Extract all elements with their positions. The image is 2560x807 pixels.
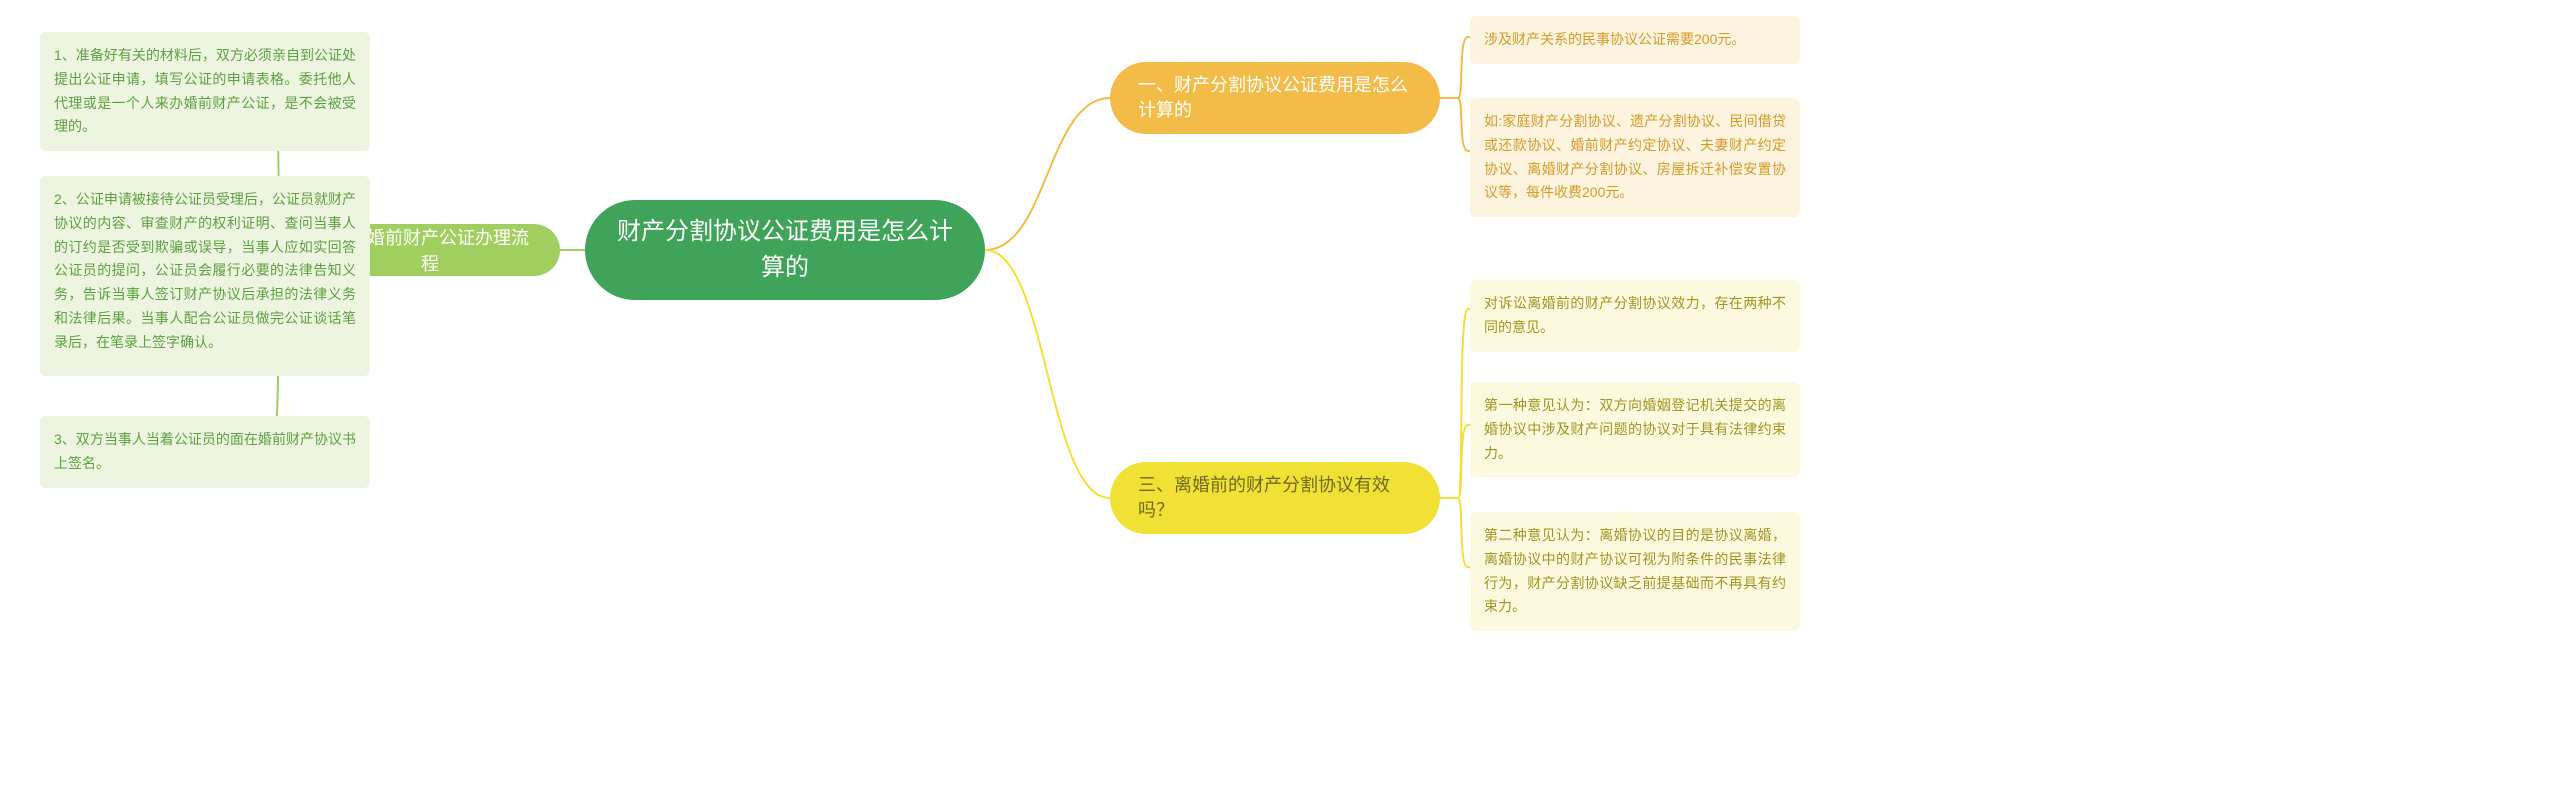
root-node: 财产分割协议公证费用是怎么计算的 <box>585 200 985 300</box>
branch-node-right-1-label: 三、离婚前的财产分割协议有效吗？ <box>1138 473 1412 523</box>
branch-node-right-0-label: 一、财产分割协议公证费用是怎么计算的 <box>1138 73 1412 123</box>
branch-node-right-0: 一、财产分割协议公证费用是怎么计算的 <box>1110 62 1440 134</box>
leaf-left-2: 3、双方当事人当着公证员的面在婚前财产协议书上签名。 <box>40 416 370 488</box>
branch-node-right-1: 三、离婚前的财产分割协议有效吗？ <box>1110 462 1440 534</box>
leaf-left-1: 2、公证申请被接待公证员受理后，公证员就财产协议的内容、审查财产的权利证明、查问… <box>40 176 370 376</box>
leaf-right-1-0: 对诉讼离婚前的财产分割协议效力，存在两种不同的意见。 <box>1470 280 1800 352</box>
root-node-label: 财产分割协议公证费用是怎么计算的 <box>613 214 957 286</box>
leaf-right-0-1: 如:家庭财产分割协议、遗产分割协议、民间借贷或还款协议、婚前财产约定协议、夫妻财… <box>1470 98 1800 217</box>
leaf-right-0-0: 涉及财产关系的民事协议公证需要200元。 <box>1470 16 1800 64</box>
leaf-right-1-2: 第二种意见认为：离婚协议的目的是协议离婚，离婚协议中的财产协议可视为附条件的民事… <box>1470 512 1800 631</box>
leaf-right-1-1: 第一种意见认为：双方向婚姻登记机关提交的离婚协议中涉及财产问题的协议对于具有法律… <box>1470 382 1800 477</box>
leaf-left-0: 1、准备好有关的材料后，双方必须亲自到公证处提出公证申请，填写公证的申请表格。委… <box>40 32 370 151</box>
